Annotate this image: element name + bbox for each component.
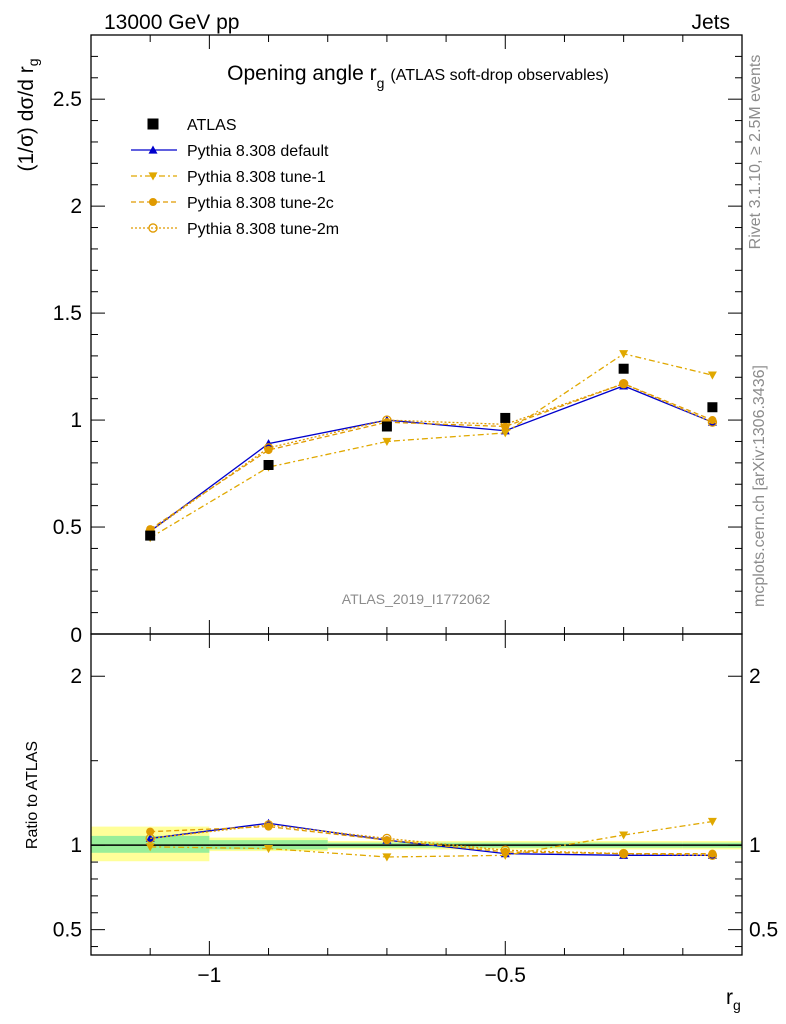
y-tick-label: 2.5 — [53, 88, 82, 111]
ratio-series-line — [150, 822, 713, 856]
chart-title-sub: g — [377, 75, 385, 91]
ratio-y-tick-label-right: 1 — [749, 834, 761, 857]
axes: −1 −0.5 0.5 1 1.5 2 2.5 0 0.5 0.5 1 1 2 2 — [53, 34, 778, 987]
ratio-y-tick-label: 1 — [70, 834, 82, 857]
data-point — [707, 402, 718, 413]
legend-label: Pythia 8.308 tune-2m — [187, 221, 339, 238]
y-axis-title-sub: g — [25, 58, 41, 66]
legend-marker — [148, 145, 158, 154]
series-point — [264, 439, 274, 448]
series-point — [263, 443, 274, 453]
series-line — [149, 383, 713, 530]
series-line — [149, 353, 713, 539]
chart-title-suffix: (ATLAS soft-drop observables) — [390, 67, 608, 84]
ratio-y-tick-label: 0.5 — [53, 919, 82, 942]
y-axis-title: (1/σ) dσ/d rg — [15, 58, 41, 171]
series-line — [149, 385, 713, 532]
chart-title-text: Opening angle r — [227, 62, 376, 85]
y-tick-label: 2 — [70, 195, 82, 218]
series-point — [707, 371, 717, 380]
ratio-series-point — [707, 817, 717, 827]
x-tick-label: −0.5 — [485, 964, 526, 987]
header-left: 13000 GeV pp — [104, 11, 239, 34]
y-axis-title-text: (1/σ) dσ/d r — [15, 66, 38, 171]
ratio-series-point — [264, 844, 274, 854]
series-point — [618, 379, 629, 389]
y-tick-label: 0 — [70, 624, 82, 647]
ratio-series-point — [707, 850, 718, 861]
series-point — [619, 350, 629, 359]
ratio-series-point — [619, 849, 628, 858]
x-axis-title: rg — [726, 986, 741, 1013]
data-point — [263, 459, 274, 470]
legend-marker — [148, 197, 158, 207]
series-point — [707, 417, 718, 427]
ratio-series-point — [382, 853, 392, 862]
svg-text:(1/σ) dσ/d rg: (1/σ) dσ/d rg — [15, 58, 41, 171]
data-point — [500, 412, 511, 423]
legend-label: Pythia 8.308 tune-1 — [187, 169, 326, 186]
legend-marker — [148, 172, 158, 181]
x-axis-title-text: r — [726, 986, 733, 1009]
ratio-y-tick-label: 2 — [70, 665, 82, 688]
ratio-series-point — [263, 820, 274, 830]
ratio-series-point — [618, 848, 629, 859]
rivet-label: Rivet 3.1.10, ≥ 2.5M events — [747, 55, 764, 250]
y-tick-label: 0.5 — [53, 516, 82, 539]
x-axis-title-sub: g — [733, 997, 741, 1013]
main-plot — [145, 350, 718, 543]
ratio-series-point — [382, 833, 392, 844]
mcplots-label: mcplots.cern.ch [arXiv:1306.3436] — [751, 365, 768, 607]
ratio-series-point — [619, 831, 629, 840]
ratio-series-point — [500, 845, 510, 855]
legend: ATLAS Pythia 8.308 default Pythia 8.308 tu… — [131, 117, 339, 238]
series-point — [500, 429, 510, 438]
data-point — [618, 363, 629, 374]
legend-label: Pythia 8.308 default — [187, 143, 329, 160]
y-tick-label: 1 — [70, 409, 82, 432]
ratio-y-tick-label-right: 0.5 — [749, 919, 778, 942]
data-point — [381, 421, 392, 432]
ratio-plot — [91, 817, 742, 862]
x-tick-label: −1 — [197, 964, 221, 987]
ratio-series-point — [145, 833, 155, 844]
ratio-series-line — [150, 820, 713, 858]
data-point — [145, 530, 156, 541]
ratio-series-line — [150, 824, 713, 856]
ratio-series-point — [146, 827, 155, 836]
ratio-axis-title: Ratio to ATLAS — [24, 741, 41, 849]
ratio-frame — [90, 633, 743, 956]
ratio-series-line — [150, 825, 713, 855]
legend-marker — [147, 118, 159, 130]
chart-title: Opening angle rg (ATLAS soft-drop observa… — [227, 62, 609, 91]
legend-marker — [148, 223, 158, 233]
y-tick-label: 1.5 — [53, 302, 82, 325]
ratio-y-tick-label-right: 2 — [749, 665, 761, 688]
legend-label: Pythia 8.308 tune-2c — [187, 195, 334, 212]
series-point — [382, 437, 392, 446]
analysis-label: ATLAS_2019_I1772062 — [342, 591, 491, 607]
ratio-series-point — [145, 843, 155, 852]
header-right: Jets — [691, 11, 730, 34]
legend-label: ATLAS — [187, 117, 237, 134]
series-line — [149, 383, 713, 532]
